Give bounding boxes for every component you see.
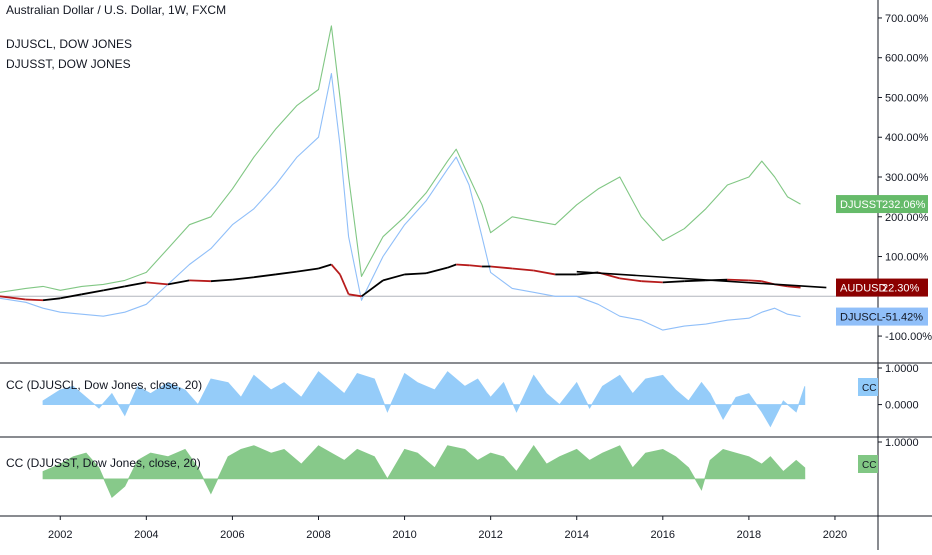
cc-djusst-layer [42,444,806,498]
series-audusd-segment [103,285,125,292]
series-audusd-segment [727,278,749,282]
y-tick-label: 1.0000 [885,437,919,449]
x-tick-label: 2020 [823,529,847,541]
legend-djusst[interactable]: DJUSST, DOW JONES [6,57,131,71]
series-audusd-segment [146,281,168,286]
legend-main-title[interactable]: Australian Dollar / U.S. Dollar, 1W, FXC… [6,3,227,17]
cc-badge-text: CC [862,383,876,394]
series-djuscl-line [0,73,801,331]
y-tick-label: 600.00% [885,53,929,65]
x-tick-label: 2010 [392,529,416,541]
y-tick-label: 700.00% [885,13,929,25]
price-tag-value: 232.06% [882,199,926,211]
axis-layer: 700.00% 600.00% 500.00% 400.00% 300.00% 200.0… [48,13,932,541]
y-tick-label: 200.00% [885,212,929,224]
series-audusd-segment [662,280,685,284]
series-audusd-segment [330,263,341,276]
series-audusd-segment [425,266,448,275]
series-audusd-segment [456,263,470,267]
x-tick-label: 2016 [651,529,675,541]
series-audusd-segment [404,272,427,276]
price-tag-name: AUDUSD [840,283,887,295]
cc-djusst-badge: CC [858,455,878,473]
price-tag-djuscl: DJUSCL -51.42% [836,307,928,326]
series-audusd-segment [339,274,350,295]
series-audusd-segment [787,285,801,289]
series-audusd-segment [210,278,233,283]
x-tick-label: 2002 [48,529,72,541]
cc-djuscl-layer [42,371,806,428]
x-tick-label: 2012 [478,529,502,541]
series-audusd-segment [81,289,104,296]
series-djusst-line [0,25,801,293]
series-audusd-segment [60,293,82,300]
price-tag-name: DJUSST [840,199,883,211]
x-tick-label: 2004 [134,529,158,541]
series-audusd-segment [275,270,298,276]
x-tick-label: 2018 [737,529,761,541]
series-audusd-segment [619,277,642,283]
price-tag-value: 22.30% [882,283,920,295]
cc-badge-bg [858,378,878,396]
series-audusd-segment [167,279,190,286]
series-audusd-segment [25,298,44,302]
cc-djuscl-badge: CC [858,378,878,396]
legend-djuscl[interactable]: DJUSCL, DOW JONES [6,37,133,51]
series-audusd-segment [253,273,276,279]
price-tag-value: -51.42% [882,312,923,324]
y-tick-label: 0.0000 [885,400,919,412]
series-audusd-segment [469,264,483,268]
main-series-layer [0,25,827,331]
cc-djusst-label[interactable]: CC (DJUSST, Dow Jones, close, 20) [6,456,201,470]
y-tick-label: 300.00% [885,172,929,184]
series-audusd-segment [360,279,384,298]
series-audusd-segment [0,295,26,301]
y-tick-label: 500.00% [885,92,929,104]
x-tick-label: 2014 [564,529,588,541]
y-tick-label: 100.00% [885,252,929,264]
cc-badge-bg [858,455,878,473]
x-tick-label: 2006 [220,529,244,541]
series-audusd-segment [318,263,332,270]
y-tick-label: 1.0000 [885,363,919,375]
series-audusd-segment [533,269,556,276]
series-audusd-segment [512,267,534,272]
series-audusd-segment [42,297,61,302]
y-tick-label: -100.00% [885,331,932,343]
series-audusd-segment [232,276,255,281]
series-audusd-segment [490,265,513,270]
series-audusd-segment [189,279,211,283]
series-audusd-segment [684,279,706,283]
price-tag-name: DJUSCL [840,312,883,324]
cc-djuscl-area [42,371,806,428]
price-tag-bg [836,307,928,326]
series-audusd-segment [382,273,405,282]
y-tick-label: 400.00% [885,132,929,144]
series-audusd-segment [348,293,362,298]
cc-djusst-area [42,444,806,498]
price-tag-bg [836,278,928,297]
series-audusd-segment [447,263,457,269]
cc-badge-text: CC [862,460,876,471]
series-audusd-segment [641,280,663,284]
cc-djuscl-label[interactable]: CC (DJUSCL, Dow Jones, close, 20) [6,378,203,392]
series-audusd-segment [748,279,762,283]
series-audusd-segment [296,267,319,273]
price-tag-djusst: DJUSST 232.06% [836,195,928,214]
series-audusd-segment [124,281,147,288]
x-tick-label: 2008 [306,529,330,541]
trendline [576,270,827,289]
price-tag-bg [836,195,928,214]
